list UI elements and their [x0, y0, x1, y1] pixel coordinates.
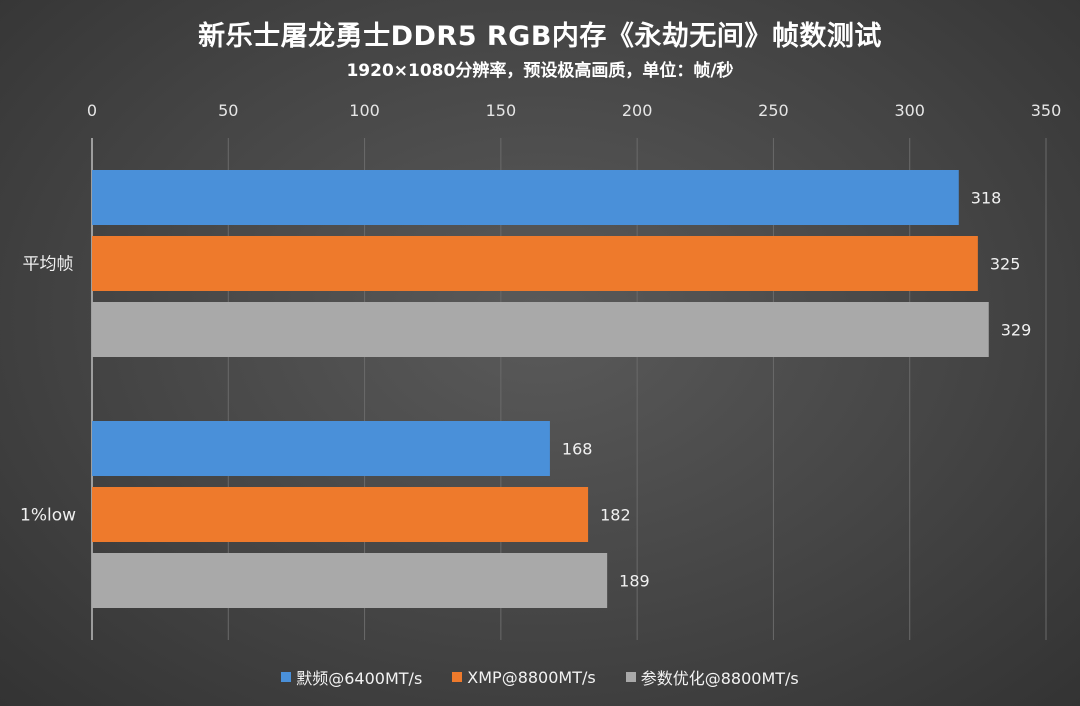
legend-item: 参数优化@8800MT/s [625, 665, 799, 689]
x-tick-label: 250 [758, 101, 789, 120]
chart-subtitle: 1920×1080分辨率，预设极高画质，单位：帧/秒 [346, 61, 734, 81]
x-tick-label: 200 [622, 101, 653, 120]
data-label: 182 [600, 506, 631, 525]
x-tick-label: 0 [87, 101, 97, 120]
legend-item: 默频@6400MT/s [281, 665, 422, 689]
data-label: 329 [1001, 321, 1032, 340]
bar [92, 553, 608, 608]
legend-swatch [452, 672, 463, 682]
data-label: 189 [619, 572, 650, 591]
x-tick-label: 300 [894, 101, 925, 120]
x-tick-label: 150 [486, 101, 517, 120]
chart-title: 新乐士屠龙勇士DDR5 RGB内存《永劫无间》帧数测试 [198, 21, 882, 52]
legend-label: XMP@8800MT/s [467, 667, 596, 687]
bar [92, 302, 989, 357]
legend-item: XMP@8800MT/s [452, 665, 596, 689]
x-tick-label: 50 [218, 101, 238, 120]
legend-label: 默频@6400MT/s [296, 669, 423, 688]
bar [92, 421, 550, 476]
data-label: 168 [562, 440, 593, 459]
category-label: 平均帧 [23, 255, 74, 275]
data-label: 318 [971, 189, 1002, 208]
category-label: 1%low [20, 506, 76, 526]
chart-legend: 默频@6400MT/s XMP@8800MT/s 参数优化@8800MT/s [0, 665, 1080, 689]
bar [92, 170, 959, 225]
data-label: 325 [990, 255, 1021, 274]
legend-swatch [281, 672, 292, 682]
legend-label: 参数优化@8800MT/s [640, 669, 799, 688]
x-tick-label: 350 [1031, 101, 1062, 120]
x-tick-label: 100 [349, 101, 380, 120]
bar [92, 487, 589, 542]
bar [92, 236, 978, 291]
legend-swatch [625, 672, 636, 682]
